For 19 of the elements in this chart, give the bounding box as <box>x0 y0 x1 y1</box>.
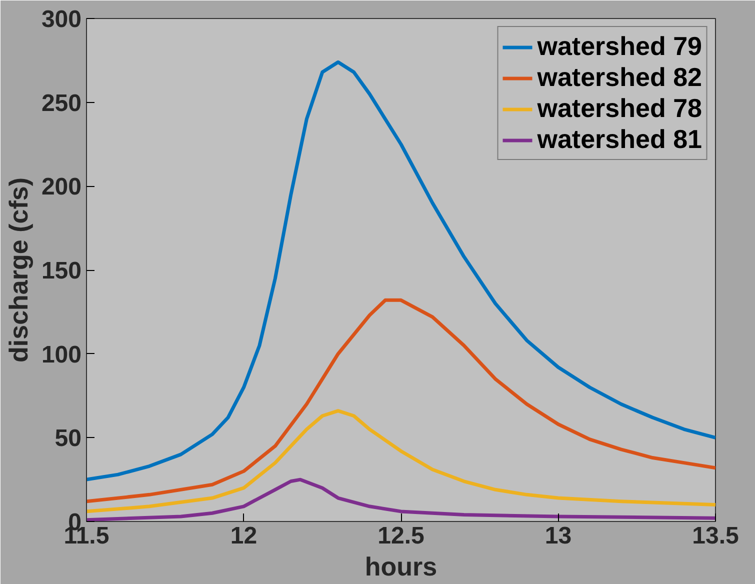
y-tick-label: 250 <box>41 90 82 117</box>
y-tick-label: 150 <box>41 258 82 284</box>
y-tick-label: 200 <box>41 174 82 201</box>
line-series <box>86 60 716 482</box>
y-axis-title: discharge (cfs) <box>3 178 34 362</box>
x-tick-label: 12.5 <box>378 522 424 550</box>
x-tick-label: 12 <box>230 522 258 550</box>
line-series <box>86 409 716 514</box>
line-series <box>86 298 716 504</box>
legend-label: watershed 82 <box>537 62 702 93</box>
y-tick-label: 100 <box>41 341 82 368</box>
legend-label: watershed 78 <box>537 93 702 124</box>
y-tick-label: 300 <box>41 6 82 33</box>
y-tick-label: 50 <box>54 425 82 452</box>
x-tick-label: 13.5 <box>692 522 739 550</box>
legend-label: watershed 81 <box>537 124 702 155</box>
legend-label: watershed 79 <box>537 31 702 62</box>
x-tick-label: 13 <box>544 522 572 550</box>
x-axis-title: hours <box>364 552 438 582</box>
